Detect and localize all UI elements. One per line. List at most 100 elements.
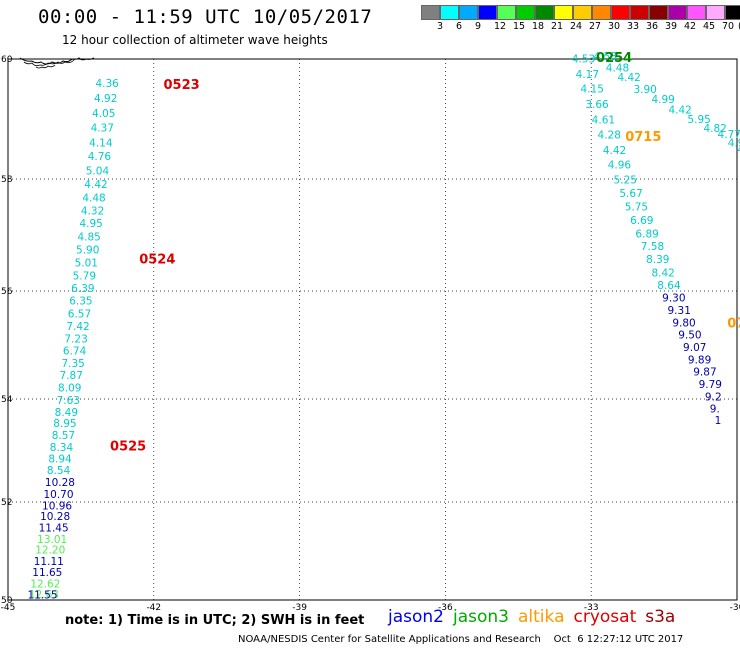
wave-height-value: 10.96 <box>42 500 72 512</box>
lat-tick-label: 60 <box>1 55 13 65</box>
color-scale-tick-label: 9 <box>475 21 482 32</box>
color-scale-tick-label: 45 <box>703 21 716 32</box>
wave-height-value: 7.63 <box>57 395 80 407</box>
wave-height-value: 4.36 <box>95 78 119 90</box>
wave-height-value: 4.92 <box>94 93 117 105</box>
wave-height-value: 6.89 <box>635 228 658 240</box>
map-subtitle: 12 hour collection of altimeter wave hei… <box>62 33 328 47</box>
color-swatch <box>497 5 516 20</box>
wave-height-value: 9.87 <box>693 366 716 378</box>
axis-ticks: -45 -42 -39 -36 -33 -30 50 52 54 56 58 60 <box>1 55 740 613</box>
map-border <box>7 58 738 601</box>
wave-height-value: 6.57 <box>68 309 91 321</box>
color-swatch <box>573 5 592 20</box>
lat-tick-label: 58 <box>1 175 13 185</box>
color-swatch <box>668 5 687 20</box>
wave-height-value: 6.39 <box>71 283 94 295</box>
coastline <box>19 57 95 69</box>
wave-height-value: 3.66 <box>585 99 609 111</box>
wave-height-value: 7.58 <box>641 241 664 253</box>
wave-height-value: 9.07 <box>683 342 706 354</box>
wave-height-value: 12.20 <box>35 545 65 557</box>
wave-height-value: 4.96 <box>728 137 740 149</box>
color-swatch <box>421 5 440 20</box>
wave-height-value: 4.28 <box>598 130 621 142</box>
color-scale-tick-label: 3 <box>437 21 444 32</box>
color-swatch <box>478 5 497 20</box>
color-scale-tick-label: 39 <box>665 21 678 32</box>
wave-height-value: 4.14 <box>89 137 113 149</box>
footnote: note: 1) Time is in UTC; 2) SWH is in fe… <box>65 613 365 628</box>
wave-height-value: 5.67 <box>619 188 642 200</box>
color-swatch <box>535 5 554 20</box>
wave-height-value: 8.94 <box>48 454 72 466</box>
wave-height-value: 4.99 <box>651 94 674 106</box>
pass-time-label: 0254 <box>596 51 632 66</box>
wave-height-value: 4.85 <box>77 232 100 244</box>
wave-height-value: 11.55 <box>27 590 57 602</box>
wave-height-value: 4.61 <box>592 115 615 127</box>
map-frame <box>7 58 738 601</box>
wave-height-value: 10.28 <box>45 477 75 489</box>
lat-lon-grid <box>8 59 737 600</box>
greenland-coastline-3 <box>35 64 56 69</box>
wave-height-value: 4.05 <box>92 108 115 120</box>
pass-time-label: 07 <box>727 316 740 331</box>
wave-height-value: 13.01 <box>37 534 67 546</box>
wave-height-value: 4.15 <box>581 83 604 95</box>
wave-height-value: 4.96 <box>608 160 632 172</box>
color-swatch <box>706 5 725 20</box>
wave-height-value: 4.82 <box>703 123 726 135</box>
pass-time-label: 0715 <box>625 130 661 145</box>
wave-height-value: 6.35 <box>69 296 92 308</box>
color-scale-tick-label: 30 <box>608 21 621 32</box>
lon-tick-label: -42 <box>146 603 161 613</box>
lat-tick-label: 56 <box>1 287 13 297</box>
wave-height-value: 8.09 <box>58 383 81 395</box>
wave-height-value: 5.79 <box>73 270 96 282</box>
color-scale-tick-label: 15 <box>513 21 526 32</box>
color-swatch <box>440 5 459 20</box>
color-scale-tick-label: 18 <box>532 21 545 32</box>
lat-tick-label: 50 <box>1 596 13 606</box>
wave-height-value: 11.65 <box>32 567 62 579</box>
wave-height-value: 11.11 <box>34 556 64 568</box>
color-scale-tick-label: 21 <box>551 21 564 32</box>
wave-height-value: 8.57 <box>52 430 75 442</box>
wave-height-value: 8.95 <box>53 418 76 430</box>
pass-time-labels: 05230524052502540715070 <box>110 51 740 454</box>
wave-height-value: 4 <box>737 144 740 156</box>
legend-entry-jason3: jason3 <box>453 607 509 627</box>
wave-height-value: 9.2 <box>705 391 722 403</box>
wave-height-value: 9.79 <box>699 379 722 391</box>
color-swatch <box>687 5 706 20</box>
wave-height-value: 5.75 <box>625 201 648 213</box>
wave-height-value: 8.64 <box>657 280 681 292</box>
lat-tick-label: 54 <box>1 395 13 405</box>
wave-height-value: 4.42 <box>603 145 626 157</box>
wave-height-value: 4.53 <box>572 53 595 65</box>
wave-height-value: 4.76 <box>88 151 112 163</box>
wave-height-value: 5.01 <box>75 257 98 269</box>
pass-time-label: 0524 <box>139 253 175 268</box>
wave-height-value: 4.42 <box>617 72 640 84</box>
lon-tick-label: -30 <box>730 603 740 613</box>
wave-height-value: 9.50 <box>678 330 701 342</box>
legend-entry-altika: altika <box>518 607 565 627</box>
wave-height-value: 4.42 <box>84 179 107 191</box>
lon-tick-label: -36 <box>438 603 453 613</box>
color-scale-tick-label: (ft) <box>738 21 740 32</box>
lon-tick-label: -45 <box>1 603 16 613</box>
wave-height-value: 4.53 <box>594 51 617 63</box>
track-top-clump: 4.53 <box>594 51 617 63</box>
wave-height-value: 7.23 <box>64 334 87 346</box>
wave-height-value: 4.48 <box>606 62 629 74</box>
satellite-tracks: 4.364.924.054.374.144.765.044.424.484.32… <box>27 51 740 602</box>
color-swatch <box>459 5 478 20</box>
wave-height-value: 8.54 <box>47 465 71 477</box>
wave-height-value: 5.25 <box>614 175 637 187</box>
wave-height-value: 4.48 <box>82 192 105 204</box>
wave-height-value: 4.37 <box>91 122 114 134</box>
wave-height-value: 9.89 <box>688 355 711 367</box>
